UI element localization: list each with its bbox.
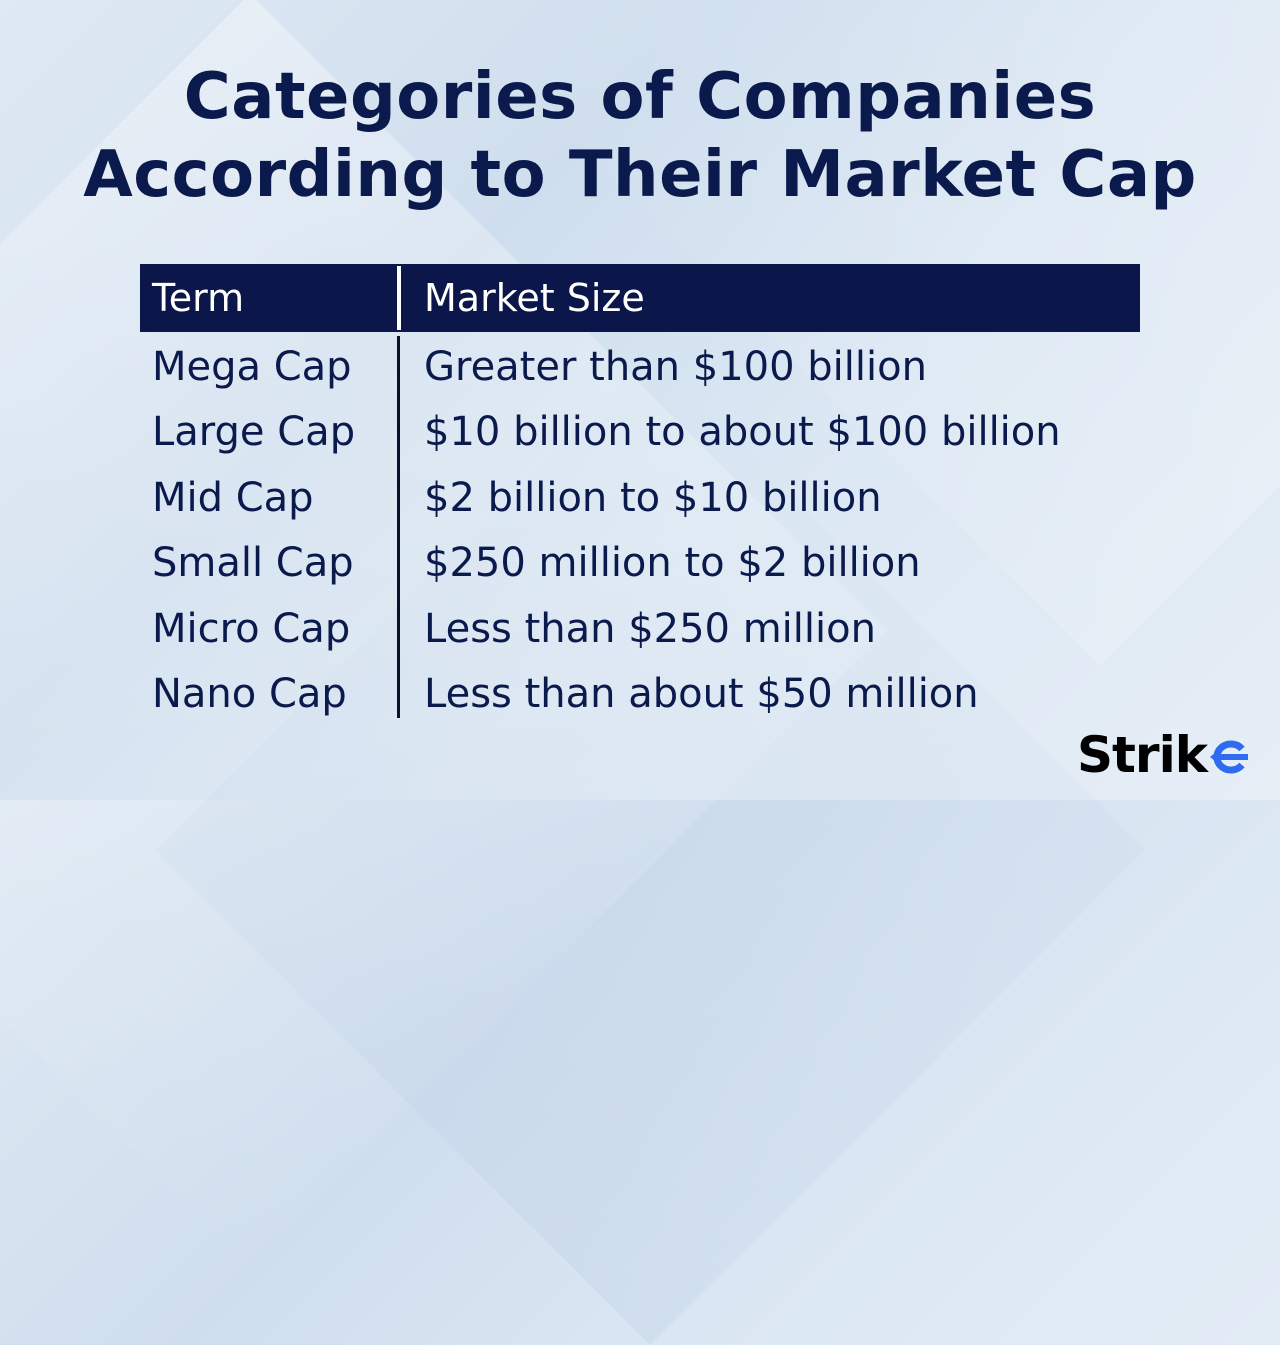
header-market-size: Market Size — [424, 276, 645, 320]
table-row: Large Cap $10 billion to about $100 bill… — [140, 400, 1140, 466]
logo-text-k: k — [1174, 726, 1208, 784]
header-divider — [397, 266, 401, 330]
table-header-row: Term Market Size — [140, 264, 1140, 332]
row-market-size: $2 billion to $10 billion — [424, 474, 882, 521]
title-line-2: According to Their Market Cap — [83, 138, 1197, 212]
row-term: Nano Cap — [152, 671, 347, 718]
table-row: Micro Cap Less than $250 million — [140, 596, 1140, 662]
row-market-size: Less than about $50 million — [424, 671, 979, 718]
row-term: Mega Cap — [152, 343, 352, 390]
row-market-size: $250 million to $2 billion — [424, 540, 921, 587]
strike-logo: Stri k — [1077, 726, 1250, 784]
row-market-size: Greater than $100 billion — [424, 343, 927, 390]
column-divider — [397, 336, 400, 718]
table-body: Mega Cap Greater than $100 billion Large… — [140, 332, 1140, 727]
row-term: Micro Cap — [152, 605, 351, 652]
row-term: Mid Cap — [152, 474, 314, 521]
page-title: Categories of Companies According to The… — [0, 58, 1280, 214]
row-term: Small Cap — [152, 540, 354, 587]
table-row: Mid Cap $2 billion to $10 billion — [140, 465, 1140, 531]
logo-text: Stri — [1077, 726, 1176, 784]
row-market-size: Less than $250 million — [424, 605, 876, 652]
table-row: Nano Cap Less than about $50 million — [140, 662, 1140, 728]
market-cap-table: Term Market Size Mega Cap Greater than $… — [140, 264, 1140, 727]
table-row: Mega Cap Greater than $100 billion — [140, 334, 1140, 400]
logo-arrow-e-icon — [1208, 735, 1250, 775]
title-line-1: Categories of Companies — [183, 60, 1097, 134]
table-row: Small Cap $250 million to $2 billion — [140, 531, 1140, 597]
row-market-size: $10 billion to about $100 billion — [424, 409, 1061, 456]
row-term: Large Cap — [152, 409, 356, 456]
header-term: Term — [152, 276, 245, 320]
